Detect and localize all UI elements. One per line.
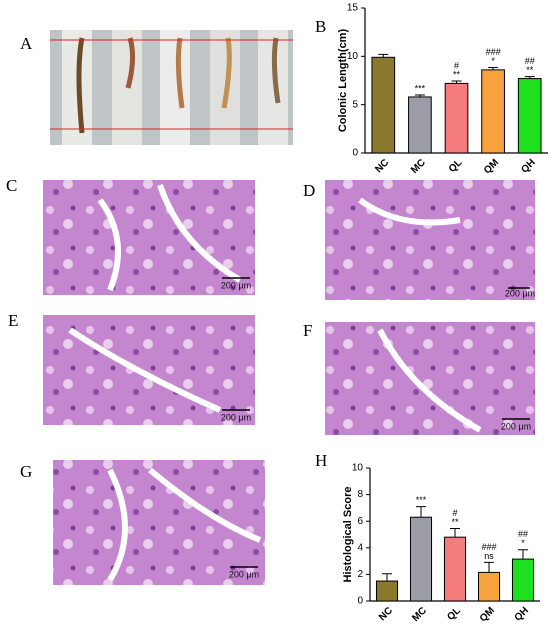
scale-label: 200 μm — [501, 421, 531, 431]
significance-label: *** — [416, 495, 427, 505]
bar — [444, 82, 469, 154]
y-tick-label: 8 — [357, 489, 363, 500]
scale-label: 200 μm — [221, 412, 251, 422]
x-tick-label: QM — [482, 157, 501, 176]
bar — [481, 69, 505, 154]
x-tick-label: MC — [409, 157, 428, 176]
y-tick-label: 10 — [352, 463, 364, 474]
bar — [409, 516, 433, 602]
significance-label: ns — [484, 551, 494, 561]
panel-label: A — [20, 34, 33, 53]
significance-label: ** — [526, 65, 534, 75]
y-tick-label: 0 — [357, 596, 363, 607]
bar — [517, 78, 542, 154]
significance-label: *** — [415, 83, 426, 93]
y-tick-label: 10 — [347, 51, 359, 62]
significance-label: ## — [525, 56, 535, 66]
bar — [477, 571, 501, 602]
bar — [371, 56, 396, 154]
y-tick-label: 2 — [357, 569, 363, 580]
y-axis-label: Colonic Length(cm) — [337, 29, 349, 133]
error-bar — [518, 549, 528, 560]
significance-label: ## — [518, 529, 528, 539]
x-tick-label: MC — [410, 605, 429, 624]
histology-image — [43, 180, 255, 295]
significance-label: * — [521, 538, 525, 548]
error-bar — [382, 573, 392, 582]
y-tick-label: 15 — [347, 3, 359, 14]
y-axis-label: Histological Score — [342, 487, 354, 583]
panel-label: C — [6, 176, 17, 195]
colon-photo — [50, 30, 293, 145]
x-tick-label: QH — [513, 605, 531, 623]
error-bar — [488, 66, 499, 70]
significance-label: ### — [481, 542, 496, 552]
scale-label: 200 μm — [505, 288, 535, 298]
panel-label: B — [315, 17, 326, 36]
tissue-gap — [68, 184, 482, 582]
x-tick-label: QL — [445, 605, 463, 623]
panel-label: F — [303, 321, 312, 340]
panel-label: D — [303, 181, 315, 200]
panel-label: E — [8, 311, 18, 330]
significance-label: * — [491, 56, 495, 66]
panel-label: G — [20, 462, 32, 481]
histology-image — [325, 322, 535, 435]
error-bar — [451, 80, 462, 84]
y-tick-label: 0 — [352, 148, 358, 159]
error-bar — [524, 76, 535, 79]
x-tick-label: NC — [373, 157, 391, 175]
error-bar — [450, 528, 460, 538]
significance-label: # — [452, 508, 457, 518]
bar — [408, 96, 432, 154]
significance-label: # — [454, 60, 459, 70]
x-tick-label: NC — [377, 605, 395, 623]
error-bar — [416, 506, 426, 518]
error-bar — [484, 561, 494, 573]
scale-bars — [222, 277, 530, 568]
bar — [443, 536, 467, 602]
scale-label: 200 μm — [229, 569, 259, 579]
y-tick-label: 5 — [352, 99, 358, 110]
significance-label: ** — [451, 517, 459, 527]
x-tick-label: QM — [478, 605, 497, 624]
histology-image — [325, 180, 535, 300]
error-bar — [378, 53, 389, 58]
scale-label: 200 μm — [221, 280, 251, 290]
y-tick-label: 4 — [357, 542, 363, 553]
bar — [375, 580, 399, 602]
y-tick-label: 6 — [357, 516, 363, 527]
significance-label: ### — [486, 47, 501, 57]
significance-label: ** — [453, 69, 461, 79]
x-tick-label: QH — [519, 157, 537, 175]
error-bar — [414, 94, 425, 97]
panel-label: H — [315, 451, 327, 470]
bar — [511, 558, 535, 602]
x-tick-label: QL — [447, 157, 465, 175]
